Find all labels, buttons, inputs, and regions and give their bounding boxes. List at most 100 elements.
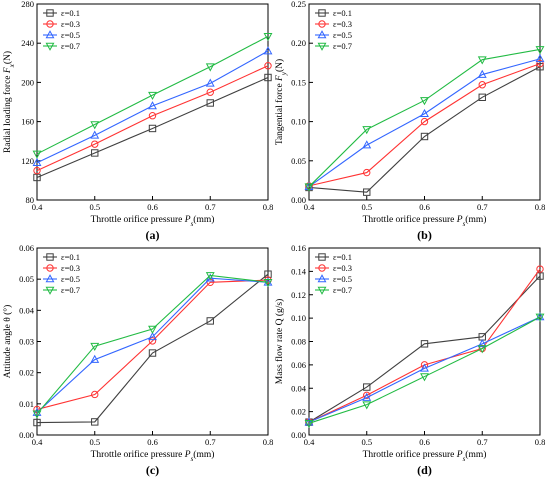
data-point [535,46,545,55]
legend-marker [318,9,326,17]
data-point [32,410,42,419]
x-tick-label: 0.4 [304,202,315,212]
data-point [148,112,157,120]
data-point [420,340,429,348]
y-tick-label: 0.10 [291,313,306,323]
data-point [148,325,157,334]
data-point [478,93,486,101]
legend-entry: ε=0.1 [61,252,80,262]
data-point [148,101,157,110]
series-line-0 [36,76,269,178]
data-point [148,349,157,357]
y-tick-label: 240 [21,38,34,48]
x-tick-label: 0.4 [32,437,43,447]
legend-marker [318,253,326,261]
legend-entry: ε=0.7 [333,41,352,51]
chart-b: 0.4 0.5 0.6 0.7 0.8 0.00 0.05 0.10 0.15 0.20 0.25 T… [274,0,545,242]
data-point [420,132,429,141]
legend-marker [45,42,55,51]
x-axis-label: Throttle orifice pressure Ps(mm) [91,214,215,228]
data-point [91,418,99,426]
x-tick-label: 0.8 [263,202,274,212]
legend-entry: ε=0.5 [61,274,80,284]
y-tick-label: 0.06 [291,360,306,370]
data-point [363,168,371,177]
x-axis-label: Throttle orifice pressure Ps(mm) [363,449,487,463]
y-tick-label: 0.05 [291,156,306,166]
x-tick-label: 0.5 [89,437,100,447]
x-tick-label: 0.7 [477,437,488,447]
data-point [477,56,487,65]
legend-marker [46,9,54,17]
y-tick-label: 0.03 [19,337,34,347]
data-point [477,345,487,354]
data-point [263,278,273,288]
x-tick-label: 0.6 [419,202,430,212]
data-point [420,117,429,126]
y-tick-label: 0.05 [19,274,34,284]
y-tick-label: 0.12 [291,290,306,300]
legend-entry: ε=0.1 [333,252,352,262]
legend-entry: ε=0.5 [333,30,352,40]
data-point [420,97,429,106]
series-line-0 [308,66,541,193]
y-tick-label: 0.04 [291,383,307,393]
data-point [148,331,157,341]
data-point [206,317,214,325]
data-point [477,338,487,348]
legend-entry: ε=0.7 [61,285,80,295]
legend-entry: ε=0.3 [61,263,80,273]
data-point [148,91,157,100]
legend-entry: ε=0.7 [333,285,352,295]
legend-entry: ε=0.3 [333,19,352,29]
y-tick-label: 0.14 [291,266,307,276]
data-point [362,140,372,149]
y-tick-label: 0.02 [291,407,306,417]
legend-entry: ε=0.1 [61,8,80,18]
data-point [362,392,372,401]
data-point [90,354,100,363]
x-tick-label: 0.5 [361,202,372,212]
x-tick-label: 0.5 [89,202,100,212]
data-point [90,130,100,139]
data-point [363,188,371,196]
x-tick-label: 0.6 [147,437,158,447]
y-tick-label: 280 [21,0,34,9]
panel-label: (b) [417,228,432,242]
x-tick-label: 0.8 [535,202,546,212]
data-point [264,73,272,82]
data-point [304,420,314,429]
data-point [33,418,41,427]
legend-marker [46,264,54,272]
data-point [33,166,41,175]
data-point [205,63,215,72]
legend-entry: ε=0.3 [333,263,352,273]
chart-d: 0.4 0.5 0.6 0.7 0.8 0.00 0.02 0.04 0.06 0.08 0.10 0… [274,243,545,477]
y-tick-label: 0.02 [19,368,34,378]
y-axis-label: Tangential force Fy(N) [274,59,288,145]
legend-marker [46,253,54,261]
y-tick-label: 0.15 [291,77,306,87]
data-point [535,313,545,322]
x-axis-label: Throttle orifice pressure Ps(mm) [91,449,215,463]
chart-a: 0.4 0.5 0.6 0.7 0.8 80 120 160 200 240 280 Throttle… [2,0,273,242]
y-axis-label: Radial loading force Fx(N) [2,51,16,153]
data-point [420,363,429,372]
data-point [32,157,42,167]
data-point [90,342,100,352]
legend-entry: ε=0.5 [333,274,352,284]
chart-c: 0.4 0.5 0.6 0.7 0.8 0.00 0.01 0.02 0.03 0.04 0.05 0… [2,243,273,477]
y-tick-label: 0.01 [19,399,34,409]
legend-marker [317,286,327,295]
y-axis-label: Mass flow rate Q (g/s) [274,299,285,384]
series-line-3 [308,48,541,188]
data-point [536,272,544,280]
data-point [90,121,100,130]
series-line-2 [36,50,269,164]
panel-label: (d) [417,463,432,477]
data-point [206,99,214,107]
legend-marker [318,264,326,272]
y-tick-label: 0.25 [291,0,306,9]
data-point [536,63,544,71]
data-point [536,265,544,273]
